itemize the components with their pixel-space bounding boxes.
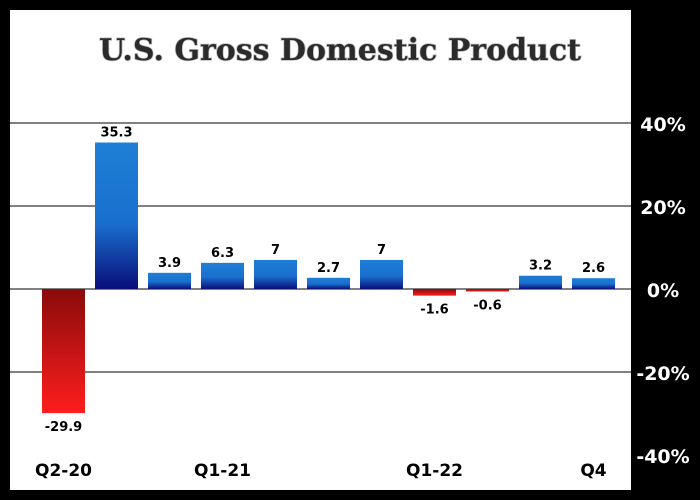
bar-q2-21 (254, 259, 297, 289)
y-axis-tick-labels: 40% 20% 0% -20% -40% (636, 114, 689, 468)
bar-q1-22 (413, 289, 456, 296)
data-label: -1.6 (420, 303, 448, 318)
data-label: 7 (377, 243, 386, 258)
data-labels: -29.9 35.3 3.9 6.3 7 2.7 7 -1.6 -0.6 3.2 2.6 (45, 126, 605, 436)
bar-q3-21 (307, 277, 350, 289)
bar-q4-21 (360, 259, 403, 289)
x-tick-label: Q4 (580, 461, 606, 481)
x-tick-label: Q1-22 (406, 461, 463, 481)
bar-q4-20 (148, 272, 191, 289)
data-label: 3.2 (529, 259, 552, 274)
x-tick-label: Q1-21 (194, 461, 251, 481)
data-label: 2.7 (317, 261, 340, 276)
x-tick-label: Q2-20 (35, 461, 92, 481)
y-tick-label: -40% (636, 446, 689, 468)
bar-q2-22 (466, 289, 509, 292)
data-label: 6.3 (211, 246, 234, 261)
bar-q3-20 (95, 142, 138, 289)
data-label: 2.6 (582, 261, 605, 276)
bar-q1-21 (201, 262, 244, 289)
bars (42, 142, 615, 414)
y-tick-label: 40% (640, 114, 685, 136)
data-label: -0.6 (473, 298, 501, 313)
data-label: 3.9 (158, 256, 181, 271)
y-tick-label: 20% (640, 197, 685, 219)
bar-q2-20 (42, 289, 85, 414)
x-axis-tick-labels: Q2-20 Q1-21 Q1-22 Q4 (35, 461, 607, 481)
data-label: 7 (271, 243, 280, 258)
y-tick-label: -20% (636, 363, 689, 385)
bar-q3-22 (519, 275, 562, 289)
data-label: -29.9 (45, 420, 82, 435)
data-label: 35.3 (100, 126, 132, 141)
bar-q4-22 (572, 278, 615, 289)
chart-title: U.S. Gross Domestic Product (99, 33, 581, 68)
y-tick-label: 0% (647, 280, 679, 302)
bottom-strip (10, 454, 631, 490)
